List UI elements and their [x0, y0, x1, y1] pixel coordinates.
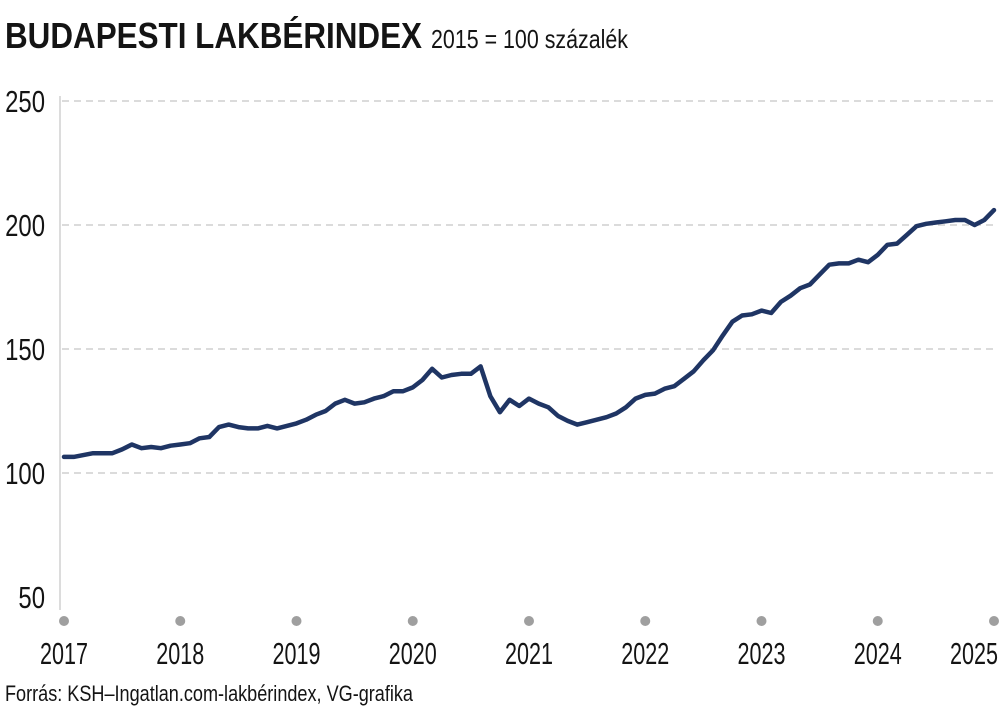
x-tick-dot	[872, 616, 883, 626]
y-tick-label: 150	[5, 332, 45, 367]
x-tick-label: 2020	[389, 636, 437, 671]
x-tick-label: 2024	[854, 636, 902, 671]
y-tick-label: 250	[5, 84, 45, 119]
x-tick-label: 2025	[950, 636, 998, 671]
x-tick-dot	[291, 616, 302, 626]
x-tick-dot	[59, 616, 69, 626]
x-tick-label: 2017	[40, 636, 88, 671]
x-tick-dot	[524, 616, 534, 626]
x-tick-label: 2022	[621, 636, 669, 671]
gridlines	[62, 100, 996, 474]
series-line	[61, 207, 997, 460]
x-tick-label: 2018	[156, 636, 204, 671]
chart-subtitle: 2015 = 100 százalék	[431, 24, 629, 54]
source-note: Forrás: KSH–Ingatlan.com-lakbérindex, VG…	[5, 681, 414, 706]
x-tick-label: 2021	[505, 636, 553, 671]
plot-area	[61, 207, 997, 460]
chart-title: BUDAPESTI LAKBÉRINDEX	[5, 15, 422, 56]
x-tick-label: 2023	[738, 636, 786, 671]
x-tick-label: 2019	[273, 636, 321, 671]
y-tick-label: 50	[18, 580, 45, 615]
y-axis-labels: 250 200 150 100 50	[5, 84, 45, 615]
x-tick-dot	[407, 616, 418, 626]
y-tick-label: 100	[5, 456, 45, 491]
x-tick-dot	[175, 616, 186, 626]
x-tick-dot	[989, 616, 999, 626]
x-tick-dot	[756, 616, 767, 626]
y-tick-label: 200	[5, 208, 45, 243]
x-tick-dot	[640, 616, 651, 626]
x-axis: 2017 2018 2019 2020 2021 2022 2023 2024 2025	[40, 616, 999, 671]
